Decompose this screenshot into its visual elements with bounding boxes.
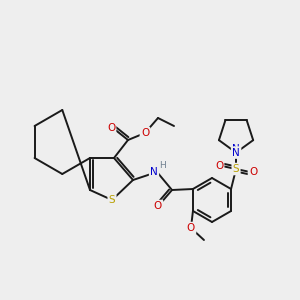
Text: N: N <box>232 144 240 154</box>
Text: O: O <box>249 167 257 177</box>
Text: N: N <box>232 148 240 158</box>
Text: O: O <box>187 223 195 233</box>
Text: S: S <box>109 195 115 205</box>
Text: O: O <box>215 161 223 171</box>
Text: H: H <box>159 161 165 170</box>
Text: O: O <box>154 201 162 211</box>
Text: S: S <box>233 164 239 174</box>
Text: N: N <box>150 167 158 177</box>
Text: O: O <box>141 128 149 138</box>
Text: O: O <box>107 123 115 133</box>
